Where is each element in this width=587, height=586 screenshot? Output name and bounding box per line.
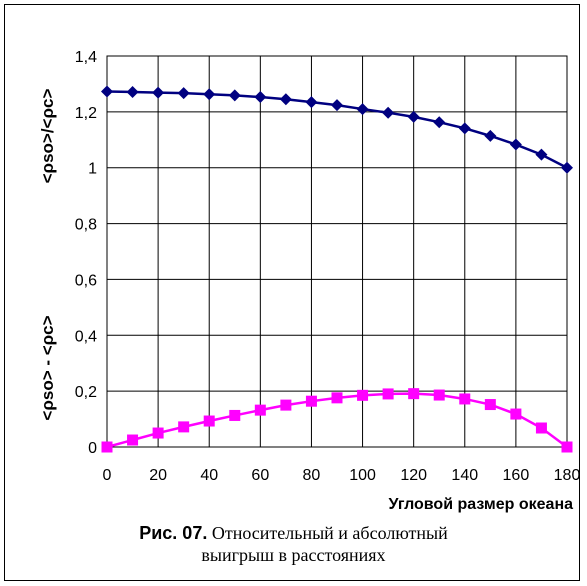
data-point-square — [535, 422, 547, 434]
data-point-square — [484, 399, 496, 411]
data-point-square — [229, 409, 241, 421]
data-point-diamond — [126, 86, 139, 99]
data-point-diamond — [152, 86, 165, 99]
x-axis-label: Угловой размер океана — [388, 496, 573, 513]
series-markers — [101, 85, 573, 453]
data-point-diamond — [561, 161, 573, 174]
figure-caption: Рис. 07. Относительный и абсолютный выиг… — [0, 522, 587, 566]
y-tick-label: 0,6 — [75, 272, 97, 289]
data-point-square — [254, 404, 266, 416]
data-point-diamond — [356, 103, 369, 116]
data-point-diamond — [305, 96, 318, 109]
data-point-square — [382, 388, 394, 400]
x-tick-label: 80 — [303, 467, 321, 484]
x-tick-label: 0 — [103, 467, 112, 484]
data-point-square — [459, 393, 471, 405]
data-point-diamond — [228, 89, 241, 102]
plot-area — [106, 55, 568, 448]
data-point-square — [305, 395, 317, 407]
data-point-diamond — [535, 148, 548, 161]
y-tick-label: 0,8 — [75, 217, 97, 234]
y-tick-label: 0 — [88, 440, 97, 457]
data-point-diamond — [509, 138, 522, 151]
data-point-square — [561, 441, 573, 453]
data-point-square — [203, 415, 215, 427]
x-tick-label: 40 — [200, 467, 218, 484]
data-point-diamond — [382, 106, 395, 119]
caption-line-2: выигрыш в расстояниях — [201, 545, 386, 565]
data-point-square — [331, 392, 343, 404]
data-point-diamond — [433, 116, 446, 129]
x-tick-label: 20 — [149, 467, 167, 484]
data-point-square — [178, 421, 190, 433]
y-tick-label: 1,4 — [75, 49, 97, 66]
data-point-square — [152, 427, 164, 439]
grid-lines — [106, 55, 568, 448]
data-point-diamond — [101, 85, 113, 98]
x-tick-label: 60 — [251, 467, 269, 484]
data-point-diamond — [203, 88, 216, 101]
x-tick-label: 160 — [503, 467, 530, 484]
x-tick-label: 100 — [349, 467, 376, 484]
caption-number: Рис. 07. — [139, 523, 208, 543]
y-tick-label: 0,2 — [75, 384, 97, 401]
data-point-square — [280, 399, 292, 411]
data-point-square — [101, 441, 113, 453]
x-tick-label: 120 — [400, 467, 427, 484]
data-point-square — [433, 389, 445, 401]
data-point-diamond — [484, 129, 497, 142]
data-point-diamond — [177, 87, 190, 100]
y-tick-labels: 0 0,2 0,4 0,6 0,8 1 1,2 1,4 — [75, 49, 97, 457]
data-point-diamond — [407, 110, 420, 123]
y-axis-label-bottom: <ρso> - <ρc> — [38, 315, 57, 420]
data-point-diamond — [279, 93, 292, 106]
data-point-diamond — [254, 91, 267, 104]
data-point-square — [357, 389, 369, 401]
data-point-diamond — [458, 122, 471, 135]
data-point-square — [510, 408, 522, 420]
y-tick-label: 1,2 — [75, 105, 97, 122]
y-axis-label-top: <ρso>/<ρc> — [38, 89, 57, 184]
y-tick-label: 1 — [88, 161, 97, 178]
y-tick-label: 0,4 — [75, 328, 97, 345]
x-tick-label: 180 — [554, 467, 581, 484]
data-point-square — [408, 388, 420, 400]
caption-line-1: Относительный и абсолютный — [207, 523, 448, 543]
data-point-diamond — [331, 99, 343, 112]
x-tick-label: 140 — [451, 467, 478, 484]
x-tick-labels: 0 20 40 60 80 100 120 140 160 180 — [103, 467, 581, 484]
data-point-square — [127, 434, 139, 446]
